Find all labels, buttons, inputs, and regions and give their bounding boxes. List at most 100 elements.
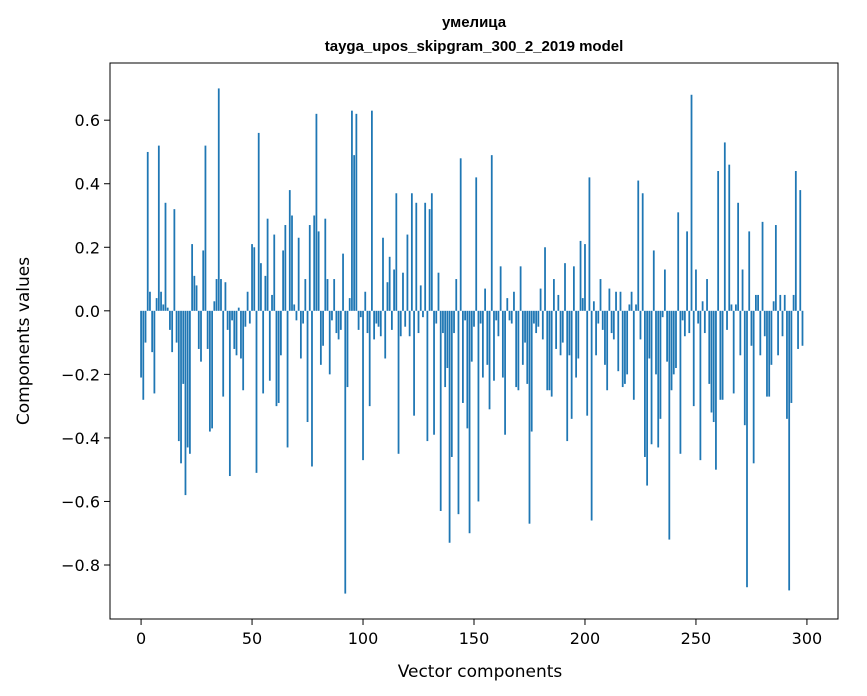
bar-223	[635, 304, 637, 311]
bar-112	[388, 256, 391, 311]
bar-0	[140, 310, 142, 378]
bar-247	[688, 310, 691, 334]
bar-239	[670, 310, 673, 391]
bar-196	[575, 310, 577, 378]
bar-232	[655, 310, 657, 375]
bar-132	[433, 310, 435, 435]
bar-90	[339, 310, 342, 330]
x-axis-label: Vector components	[398, 662, 563, 682]
bar-238	[668, 310, 671, 540]
bar-160	[495, 310, 498, 321]
bar-289	[781, 310, 784, 337]
bar-37	[222, 310, 225, 397]
bar-248	[690, 94, 693, 311]
bar-12	[166, 307, 169, 311]
bar-254	[703, 310, 706, 334]
bar-267	[732, 310, 735, 394]
bar-286	[774, 225, 777, 311]
bar-206	[597, 310, 600, 324]
bar-175	[528, 310, 531, 524]
bar-95	[351, 110, 353, 311]
y-tick-label-2: −0.4	[61, 429, 100, 448]
bar-48	[246, 291, 249, 311]
bar-128	[424, 202, 427, 311]
bar-263	[723, 142, 726, 311]
bar-30	[206, 310, 209, 349]
bar-190	[561, 310, 564, 343]
bar-45	[240, 310, 242, 359]
bar-124	[415, 202, 418, 311]
bar-257	[710, 310, 713, 413]
bar-208	[601, 310, 604, 330]
bar-138	[446, 310, 449, 369]
bar-61	[275, 310, 278, 407]
bar-11	[164, 202, 167, 311]
bar-200	[584, 244, 586, 311]
bar-36	[220, 279, 222, 311]
bar-176	[530, 310, 533, 432]
bar-27	[200, 310, 202, 362]
bar-191	[564, 263, 566, 311]
bar-226	[641, 193, 644, 311]
bar-106	[375, 310, 378, 324]
bar-229	[648, 310, 651, 359]
bar-258	[712, 310, 715, 423]
bar-165	[506, 298, 509, 311]
bar-283	[768, 310, 771, 397]
x-tick-label-0: 0	[136, 629, 146, 648]
bar-278	[757, 294, 759, 311]
x-axis: 0 50 100 150 200 250 300	[136, 619, 822, 648]
bar-256	[708, 310, 711, 384]
bar-85	[328, 310, 331, 375]
bar-290	[783, 294, 786, 311]
bar-21	[186, 310, 189, 448]
bar-108	[379, 310, 382, 337]
bar-146	[464, 310, 467, 321]
bar-83	[324, 218, 327, 311]
chart-title: умелица	[442, 14, 507, 31]
bar-203	[590, 310, 593, 521]
bar-251	[697, 310, 700, 324]
bar-212	[610, 310, 613, 334]
bar-10	[162, 304, 165, 311]
bar-262	[721, 310, 724, 400]
bar-158	[490, 155, 493, 311]
bar-205	[595, 310, 597, 356]
y-tick-label-5: 0.2	[75, 238, 100, 257]
bar-31	[208, 310, 211, 432]
bar-86	[331, 310, 333, 321]
bar-57	[266, 218, 269, 311]
bar-188	[557, 294, 560, 311]
bar-207	[599, 279, 602, 311]
bar-157	[488, 310, 491, 410]
bar-1	[142, 310, 145, 400]
bar-237	[666, 310, 668, 362]
bar-149	[470, 310, 473, 362]
bar-168	[513, 291, 515, 311]
bar-22	[189, 310, 191, 454]
y-tick-label-7: 0.6	[75, 111, 100, 130]
bar-213	[612, 310, 615, 340]
bar-29	[204, 145, 207, 311]
bar-224	[637, 180, 640, 311]
x-tick-label-50: 50	[242, 629, 262, 648]
bar-201	[586, 310, 589, 416]
bar-216	[619, 291, 622, 311]
bar-20	[184, 310, 187, 496]
bar-215	[617, 310, 620, 372]
bar-23	[191, 244, 194, 311]
y-axis-label: Components values	[14, 257, 34, 425]
bar-127	[422, 310, 424, 318]
y-tick-label-4: 0.0	[75, 302, 100, 321]
bar-144	[459, 158, 462, 311]
bar-52	[255, 310, 258, 473]
bar-69	[293, 304, 296, 311]
x-tick-label-150: 150	[459, 629, 490, 648]
bar-43	[235, 310, 238, 356]
bar-287	[777, 310, 779, 356]
y-tick-label-1: −0.6	[61, 492, 100, 511]
bar-141	[453, 310, 455, 334]
bar-88	[335, 310, 338, 334]
bar-182	[544, 247, 546, 311]
bar-103	[368, 310, 371, 407]
